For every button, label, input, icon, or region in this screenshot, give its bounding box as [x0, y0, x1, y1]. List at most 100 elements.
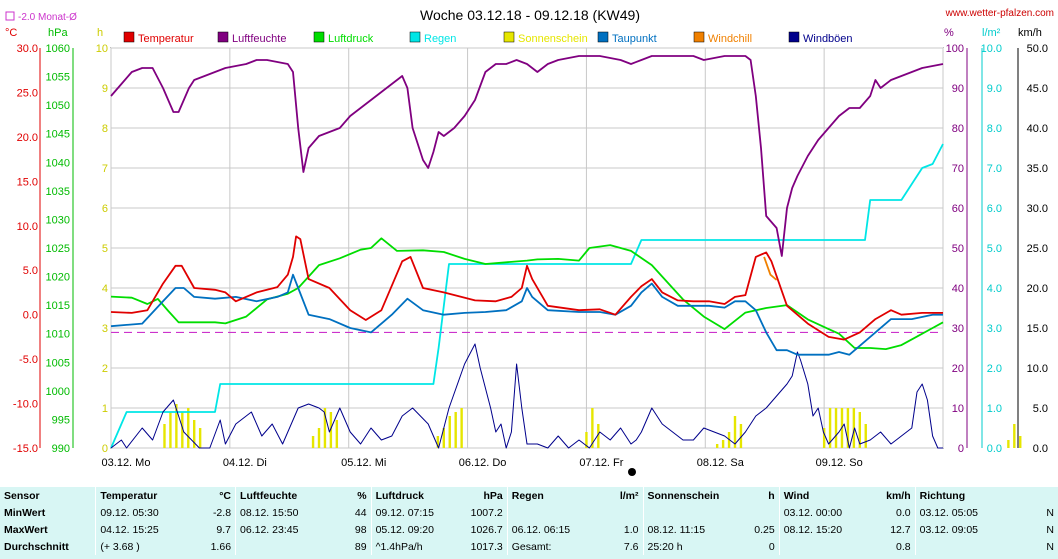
sunshine-bar [822, 428, 826, 448]
humidity-tick-label: 40 [952, 283, 964, 295]
x-tick-label: 06.12. Do [459, 457, 507, 469]
legend-label-sonnenschein: Sonnenschein [518, 33, 588, 45]
table-cell: Sonnenschein [642, 487, 738, 504]
table-row: MinWert 09.12. 05:30 -2.8 08.12. 15:50 44 09.… [0, 504, 1058, 521]
table-cell: Wind [778, 487, 873, 504]
x-tick-label: 07.12. Fr [579, 457, 623, 469]
series-line-luftdruck [110, 237, 944, 350]
table-cell: 1026.7 [470, 523, 503, 536]
sunshine-bar [460, 408, 463, 448]
series-line-windboeen [110, 343, 943, 449]
chart-title: Woche 03.12.18 - 09.12.18 (KW49) [420, 7, 640, 23]
pressure-tick-label: 1010 [46, 329, 70, 341]
x-tick-label: 03.12. Mo [102, 457, 151, 469]
rain-tick-label: 6.0 [987, 203, 1002, 215]
series-line-luftfeuchte [110, 55, 944, 257]
table-cell: 1.0 [623, 523, 639, 536]
table-cell: l/m² [619, 489, 639, 502]
wind-unit: km/h [1018, 27, 1042, 39]
sun-tick-label: 2 [102, 363, 108, 375]
table-cell: N [1046, 540, 1054, 553]
table-cell [642, 504, 738, 521]
table-header-row: Sensor Temperatur °C Luftfeuchte% Luftdruck h… [0, 487, 1058, 504]
sunshine-bar [591, 408, 594, 448]
humidity-tick-label: 100 [946, 43, 964, 55]
table-cell: -2.8 [212, 506, 232, 519]
pressure-tick-label: 1030 [46, 214, 70, 226]
weather-chart: Woche 03.12.18 - 09.12.18 (KW49) www.wet… [0, 0, 1058, 487]
chart-background [0, 0, 1058, 487]
humidity-unit: % [944, 27, 954, 39]
table-cell: Durchschnitt [4, 540, 69, 553]
sunshine-bar [317, 428, 321, 448]
series-line-regen [110, 143, 944, 449]
sunshine-bar [1019, 436, 1022, 448]
rain-unit: l/m² [982, 27, 1001, 39]
table-cell: Temperatur [95, 487, 194, 504]
table-row: Durchschnitt (+ 3.68 ) 1.66 89 ^1.4hPa/h 1017… [0, 538, 1058, 555]
sunshine-bar [852, 408, 856, 448]
wind-tick-label: 30.0 [1027, 203, 1048, 215]
axes: 03.12. Mo 04.12. Di 05.12. Mi 06.12. Do 07.1… [13, 43, 1048, 469]
temp-unit: °C [5, 27, 17, 39]
pressure-tick-label: 1040 [46, 157, 70, 169]
sun-tick-label: 5 [102, 243, 108, 255]
rain-tick-label: 10.0 [981, 43, 1002, 55]
temp-tick-label: 0.0 [23, 310, 38, 322]
sunshine-bar [454, 412, 457, 448]
table-cell: ^1.4hPa/h [370, 538, 465, 555]
sunshine-bar [311, 436, 315, 448]
sunshine-bar [323, 408, 327, 448]
temp-tick-label: 5.0 [23, 265, 38, 277]
table-cell: 98 [354, 523, 367, 536]
pressure-tick-label: 995 [52, 414, 70, 426]
humidity-tick-label: 10 [952, 403, 964, 415]
sunshine-bar [329, 412, 333, 448]
sunshine-bar [1007, 440, 1010, 448]
temp-tick-label: -10.0 [13, 399, 38, 411]
wind-tick-label: 45.0 [1027, 83, 1048, 95]
table-cell: 06.12. 06:15 [506, 521, 601, 538]
rain-tick-label: 2.0 [987, 363, 1002, 375]
table-cell: 09.12. 05:30 [95, 504, 194, 521]
table-row: MaxWert 04.12. 15:25 9.7 06.12. 23:45 98 05.1… [0, 521, 1058, 538]
site-link[interactable]: www.wetter-pfalzen.com [945, 8, 1054, 19]
sunshine-bar [715, 444, 719, 448]
humidity-tick-label: 80 [952, 123, 964, 135]
legend: Temperatur Luftfeuchte Luftdruck Regen Sonne… [123, 31, 853, 45]
table-cell [1011, 487, 1058, 504]
sunshine-bars [163, 404, 1022, 448]
sun-tick-label: 1 [102, 403, 108, 415]
table-cell: 25:20 h [642, 538, 738, 555]
table-cell: 89 [354, 540, 367, 553]
rain-tick-label: 7.0 [987, 163, 1002, 175]
monat-note: -2.0 Monat-Ø [18, 12, 77, 23]
pressure-tick-label: 1015 [46, 300, 70, 312]
grid [110, 47, 944, 449]
sun-tick-label: 10 [96, 43, 108, 55]
legend-label-luftfeuchte: Luftfeuchte [232, 33, 286, 45]
sunshine-bar [181, 412, 184, 448]
sunshine-bar [1013, 424, 1016, 448]
humidity-tick-label: 90 [952, 83, 964, 95]
table-cell: Gesamt: [506, 538, 601, 555]
table-cell: 03.12. 05:05 [914, 504, 1011, 521]
table-cell: N [1046, 506, 1054, 519]
sunshine-bar [436, 436, 440, 448]
sunshine-bar [335, 420, 339, 448]
table-cell [737, 504, 779, 521]
temp-tick-label: 20.0 [17, 132, 38, 144]
temp-tick-label: 30.0 [17, 43, 38, 55]
pressure-tick-label: 1045 [46, 129, 70, 141]
rain-tick-label: 5.0 [987, 243, 1002, 255]
sunshine-bar [442, 428, 445, 448]
table-cell: 09.12. 07:15 [370, 504, 465, 521]
sunshine-bar [846, 408, 850, 448]
rain-tick-label: 4.0 [987, 283, 1002, 295]
sunshine-bar [739, 424, 743, 448]
wind-tick-label: 5.0 [1033, 403, 1048, 415]
table-cell: MinWert [4, 506, 46, 519]
rain-tick-label: 1.0 [987, 403, 1002, 415]
table-cell: Luftdruck [370, 487, 465, 504]
humidity-tick-label: 50 [952, 243, 964, 255]
